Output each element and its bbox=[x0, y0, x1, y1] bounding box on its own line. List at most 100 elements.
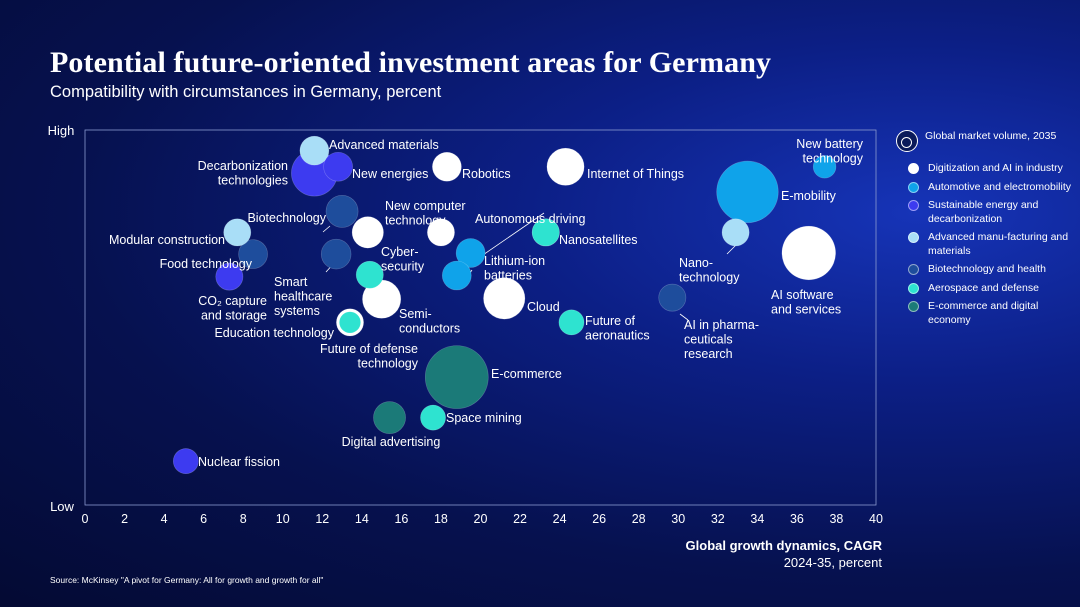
bubble bbox=[351, 216, 384, 249]
legend-swatch bbox=[908, 200, 919, 211]
bubble-label: New energies bbox=[352, 167, 428, 181]
x-tick-label: 22 bbox=[513, 512, 527, 526]
bubble-label: Biotechnology bbox=[247, 211, 326, 225]
bubble bbox=[721, 218, 750, 247]
bubble bbox=[323, 151, 353, 182]
x-tick-label: 6 bbox=[200, 512, 207, 526]
x-axis-sublabel: 2024-35, percent bbox=[784, 555, 883, 570]
bubble bbox=[432, 151, 462, 182]
bubble-label: Nanosatellites bbox=[559, 233, 638, 247]
bubble-label: Digital advertising bbox=[342, 435, 441, 449]
bubble-labels: Advanced materials Decarbonization technol… bbox=[109, 137, 864, 469]
bubble bbox=[299, 135, 330, 166]
bubble bbox=[238, 239, 268, 269]
bubble bbox=[172, 448, 199, 475]
bubble bbox=[558, 309, 585, 336]
bubble-label: Robotics bbox=[462, 167, 511, 181]
bubble-label: E-commerce bbox=[491, 367, 562, 381]
bubble bbox=[325, 195, 359, 228]
legend-label: Biotechnology and health bbox=[928, 263, 1046, 275]
x-tick-label: 30 bbox=[671, 512, 685, 526]
chart-title: Potential future-oriented investment are… bbox=[50, 46, 772, 79]
x-tick-label: 24 bbox=[553, 512, 567, 526]
legend-swatch bbox=[908, 232, 919, 243]
bubble-label: Space mining bbox=[446, 411, 522, 425]
bubble-label: E-mobility bbox=[781, 189, 837, 203]
bubble-label: Internet of Things bbox=[587, 167, 684, 181]
bubble-label: Education technology bbox=[214, 326, 334, 340]
bubble-label: Lithium-ion batteries bbox=[484, 254, 545, 283]
bubble-label: Smart healthcare systems bbox=[274, 275, 332, 318]
bubble bbox=[339, 311, 361, 334]
bubble bbox=[455, 238, 486, 268]
bubble bbox=[215, 262, 244, 291]
legend-item-materials: Advanced manu-facturing and materials bbox=[908, 231, 1078, 258]
legend-item-energy: Sustainable energy and decarbonization bbox=[908, 199, 1078, 226]
legend-label: Digitization and AI in industry bbox=[928, 162, 1063, 174]
bubble-label: Future of aeronautics bbox=[585, 314, 650, 343]
plot-frame bbox=[84, 129, 877, 506]
x-tick-label: 38 bbox=[829, 512, 843, 526]
bubble-label: Semi-conductors bbox=[399, 307, 460, 336]
bubble bbox=[420, 404, 446, 431]
bubble-label: New battery technology bbox=[796, 137, 863, 166]
x-tick-label: 10 bbox=[276, 512, 290, 526]
x-tick-label: 12 bbox=[315, 512, 329, 526]
bubble bbox=[531, 218, 560, 247]
x-tick-label: 14 bbox=[355, 512, 369, 526]
bubble-label: Nano-technology bbox=[679, 256, 740, 285]
x-tick-label: 36 bbox=[790, 512, 804, 526]
x-tick-label: 4 bbox=[161, 512, 168, 526]
x-axis-label: Global growth dynamics, CAGR bbox=[686, 538, 883, 553]
bubble-label: Cloud bbox=[527, 300, 560, 314]
x-tick-label: 26 bbox=[592, 512, 606, 526]
bubble-label: CO₂ capture and storage bbox=[198, 294, 267, 323]
bubble bbox=[424, 345, 489, 409]
bubble-label: AI software and services bbox=[771, 288, 841, 317]
x-tick-label: 40 bbox=[869, 512, 883, 526]
legend-item-automotive: Automotive and electromobility bbox=[908, 181, 1078, 195]
legend-swatch bbox=[908, 181, 919, 193]
bubble bbox=[427, 218, 455, 247]
x-tick-label: 8 bbox=[240, 512, 247, 526]
legend-swatch bbox=[908, 264, 919, 275]
y-low-label: Low bbox=[50, 499, 74, 514]
leader-line bbox=[479, 212, 545, 258]
legend-label: Advanced manu-facturing and materials bbox=[928, 231, 1069, 257]
legend-swatch bbox=[908, 301, 919, 312]
bubble-label: Nuclear fission bbox=[198, 455, 280, 469]
x-axis-ticks: 0 2 4 6 8 10 12 14 16 18 20 22 24 26 28 30 32 34 36 38 40 bbox=[82, 512, 883, 526]
y-high-label: High bbox=[48, 123, 75, 138]
legend: Global market volume, 2035 Digitization … bbox=[896, 130, 1078, 332]
bubble-label: Food technology bbox=[160, 257, 253, 271]
bubble bbox=[546, 147, 585, 186]
legend-item-digitization: Digitization and AI in industry bbox=[908, 162, 1078, 176]
bubble bbox=[658, 283, 687, 312]
bubble-label: New computer technology bbox=[385, 199, 466, 228]
leader-line bbox=[322, 225, 331, 233]
bubble-label: Autonomous driving bbox=[475, 212, 586, 226]
bubble bbox=[441, 260, 472, 291]
bubble bbox=[483, 277, 526, 320]
legend-label: Automotive and electromobility bbox=[928, 180, 1071, 193]
bubble-label: Modular construction bbox=[109, 233, 225, 247]
legend-label: E-commerce and digital economy bbox=[928, 300, 1039, 326]
x-tick-label: 2 bbox=[121, 512, 128, 526]
leader-line bbox=[679, 313, 689, 321]
bubble bbox=[223, 218, 252, 247]
legend-label: Aerospace and defense bbox=[928, 281, 1039, 294]
bubble bbox=[320, 238, 352, 270]
bubble bbox=[716, 160, 779, 223]
legend-swatch bbox=[908, 163, 919, 174]
legend-item-biotech: Biotechnology and health bbox=[908, 263, 1078, 277]
x-tick-label: 34 bbox=[750, 512, 764, 526]
legend-label: Sustainable energy and decarbonization bbox=[928, 199, 1039, 225]
chart-subtitle: Compatibility with circumstances in Germ… bbox=[50, 83, 442, 101]
legend-item-ecommerce: E-commerce and digital economy bbox=[908, 300, 1078, 327]
bubble bbox=[373, 401, 406, 434]
x-tick-label: 0 bbox=[82, 512, 89, 526]
bubble bbox=[355, 260, 384, 289]
bubble bbox=[812, 155, 837, 179]
x-tick-label: 20 bbox=[474, 512, 488, 526]
